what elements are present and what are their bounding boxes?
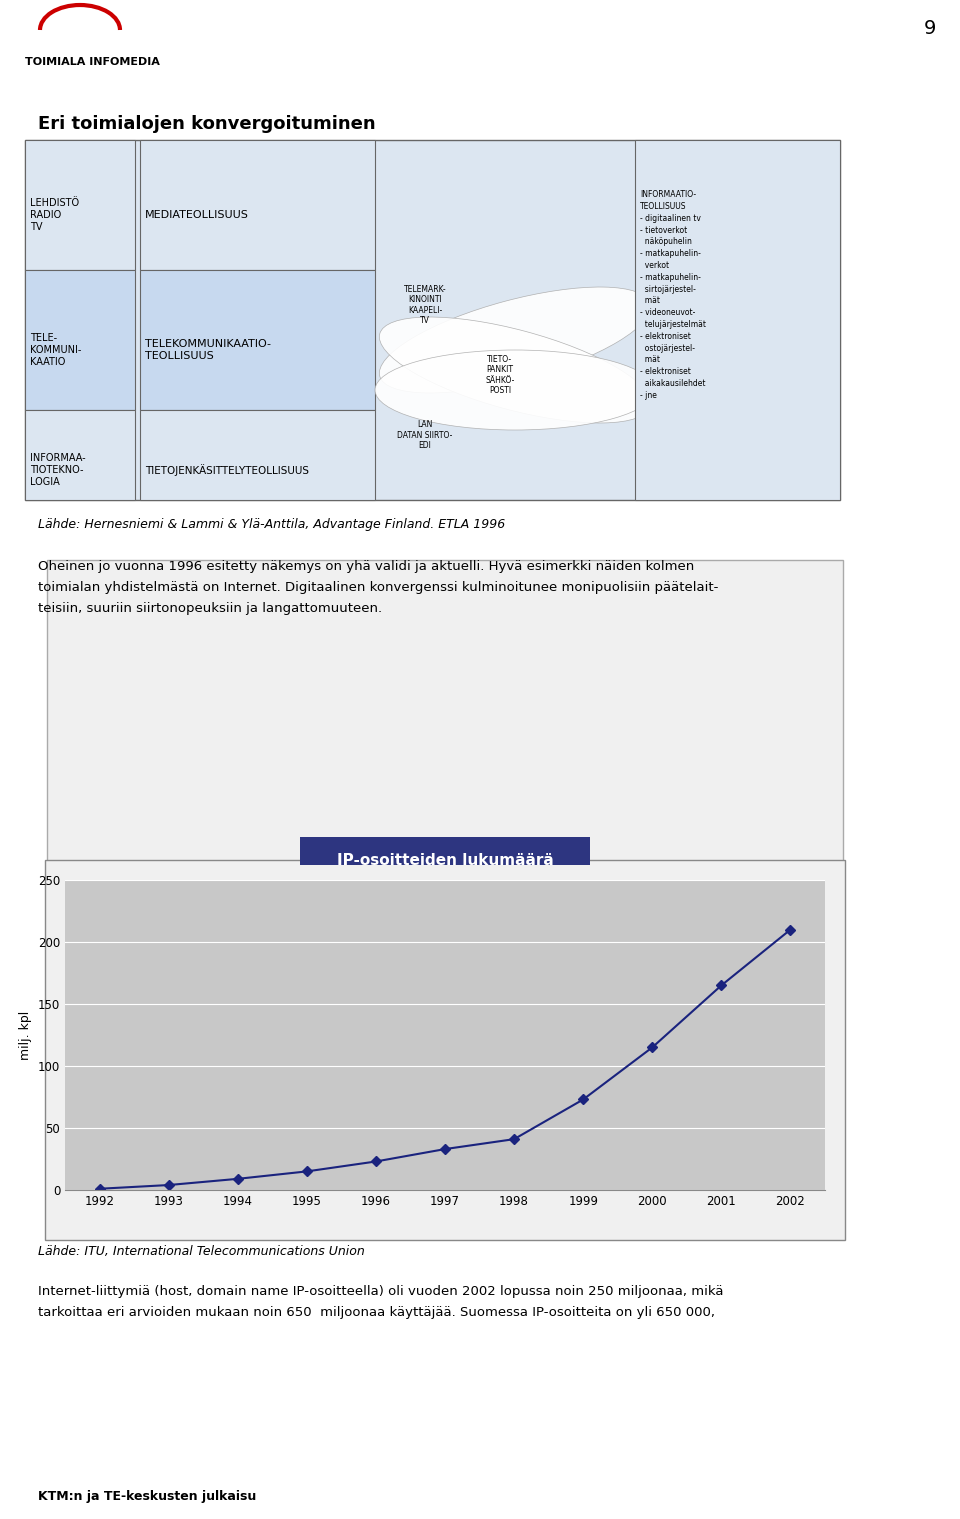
Bar [635, 140, 840, 500]
Bar [140, 270, 375, 410]
Text: Internet-liittymiä (host, domain name IP-osoitteella) oli vuoden 2002 lopussa no: Internet-liittymiä (host, domain name IP… [38, 1285, 724, 1299]
Text: 9: 9 [924, 18, 936, 38]
Bar [25, 140, 840, 500]
Text: MEDIATEOLLISUUS: MEDIATEOLLISUUS [145, 210, 249, 220]
Bar [140, 410, 375, 500]
Text: TOIMIALA INFOMEDIA: TOIMIALA INFOMEDIA [25, 58, 160, 67]
Text: INFORMAA-
TIOTEKNO-
LOGIA: INFORMAA- TIOTEKNO- LOGIA [30, 453, 85, 486]
Text: INFORMAATIO-
TEOLLISUUS
- digitaalinen tv
- tietoverkot
  näköpuhelin
- matkapuh: INFORMAATIO- TEOLLISUUS - digitaalinen t… [640, 190, 706, 399]
Text: TELEKOMMUNIKAATIO-
TEOLLISUUS: TELEKOMMUNIKAATIO- TEOLLISUUS [145, 339, 271, 362]
Text: IP-osoitteiden lukumäärä: IP-osoitteiden lukumäärä [337, 852, 553, 867]
Bar [45, 860, 845, 1240]
Text: teisiin, suuriin siirtonopeuksiin ja langattomuuteen.: teisiin, suuriin siirtonopeuksiin ja lan… [38, 602, 382, 615]
Text: LEHDISTÖ
RADIO
TV: LEHDISTÖ RADIO TV [30, 199, 79, 231]
Bar [25, 410, 135, 500]
Y-axis label: milj. kpl: milj. kpl [19, 1010, 33, 1060]
Bar [140, 140, 375, 270]
Text: tarkoittaa eri arvioiden mukaan noin 650  miljoonaa käyttäjää. Suomessa IP-osoit: tarkoittaa eri arvioiden mukaan noin 650… [38, 1306, 715, 1318]
Text: Eri toimialojen konvergoituminen: Eri toimialojen konvergoituminen [38, 115, 375, 134]
Ellipse shape [375, 349, 655, 430]
Text: Lähde: Hernesniemi & Lammi & Ylä-Anttila, Advantage Finland. ETLA 1996: Lähde: Hernesniemi & Lammi & Ylä-Anttila… [38, 518, 505, 532]
Text: TELEMARK-
KINOINTI
KAAPELI-
TV: TELEMARK- KINOINTI KAAPELI- TV [404, 286, 446, 325]
Text: Oheinen jo vuonna 1996 esitetty näkemys on yhä validi ja aktuelli. Hyvä esimerkk: Oheinen jo vuonna 1996 esitetty näkemys … [38, 561, 694, 573]
Bar [300, 837, 590, 864]
Ellipse shape [379, 287, 651, 393]
Text: toimialan yhdistelmästä on Internet. Digitaalinen konvergenssi kulminoitunee mon: toimialan yhdistelmästä on Internet. Dig… [38, 580, 718, 594]
Text: KTM:n ja TE-keskusten julkaisu: KTM:n ja TE-keskusten julkaisu [38, 1490, 256, 1502]
Bar [25, 140, 135, 270]
Ellipse shape [379, 317, 651, 422]
Text: LAN
DATAN SIIRTO-
EDI: LAN DATAN SIIRTO- EDI [397, 421, 453, 450]
Text: Lähde: ITU, International Telecommunications Union: Lähde: ITU, International Telecommunicat… [38, 1246, 365, 1258]
Text: TIETOJENKÄSITTELYTEOLLISUUS: TIETOJENKÄSITTELYTEOLLISUUS [145, 463, 309, 475]
Text: TIETO-
PANKIT
SÄHKÖ-
POSTI: TIETO- PANKIT SÄHKÖ- POSTI [486, 355, 515, 395]
Bar [25, 270, 135, 410]
Text: TELE-
KOMMUNI-
KAATIO: TELE- KOMMUNI- KAATIO [30, 333, 82, 366]
Bar [47, 561, 843, 930]
